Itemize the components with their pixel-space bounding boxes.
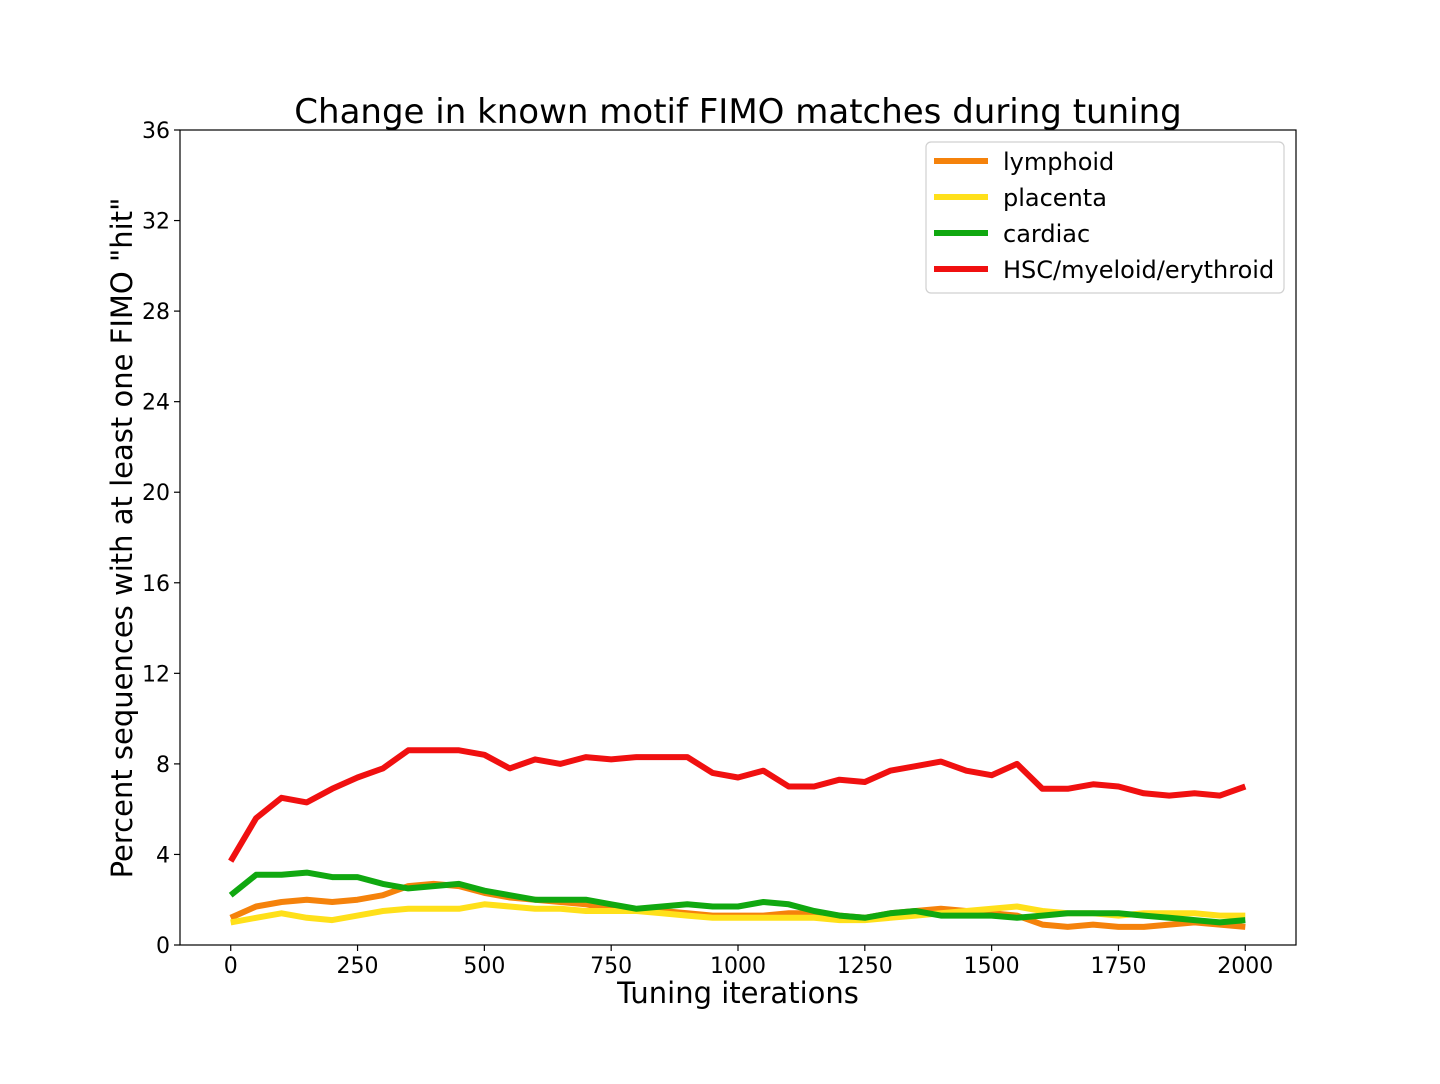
chart-title: Change in known motif FIMO matches durin… [294, 92, 1181, 132]
x-tick-label: 750 [590, 954, 632, 979]
y-tick-label: 4 [156, 843, 170, 868]
x-axis-ticks: 0 250 500 750 1000 1250 1500 1750 2000 [224, 945, 1273, 979]
legend-label-cardiac: cardiac [1003, 220, 1090, 248]
legend-box [925, 141, 1285, 294]
y-tick-label: 0 [156, 934, 170, 959]
y-tick-label: 20 [142, 481, 170, 506]
y-tick-label: 8 [156, 753, 170, 778]
x-axis-label: Tuning iterations [616, 976, 859, 1010]
legend-label-lymphoid: lymphoid [1003, 148, 1114, 176]
y-axis-ticks: 0 4 8 12 16 20 24 28 32 36 [142, 119, 180, 959]
y-tick-label: 12 [142, 662, 170, 687]
y-tick-label: 28 [142, 300, 170, 325]
series-layer [228, 747, 1247, 930]
legend-label-placenta: placenta [1003, 184, 1107, 212]
x-tick-label: 500 [463, 954, 505, 979]
x-tick-label: 1000 [710, 954, 766, 979]
legend-items: lymphoid placenta cardiac HSC/myeloid/eryth… [934, 148, 1274, 284]
x-tick-label: 1750 [1090, 954, 1146, 979]
y-tick-label: 24 [142, 391, 170, 416]
y-tick-label: 36 [142, 119, 170, 144]
y-tick-label: 32 [142, 210, 170, 235]
x-tick-label: 250 [337, 954, 379, 979]
x-tick-label: 0 [224, 954, 238, 979]
x-tick-label: 2000 [1217, 954, 1273, 979]
series-line-hsc-myeloid-erythroid [228, 747, 1247, 863]
y-tick-label: 16 [142, 572, 170, 597]
y-axis-label: Percent sequences with at least one FIMO… [105, 198, 139, 879]
x-tick-label: 1250 [837, 954, 893, 979]
legend: lymphoid placenta cardiac HSC/myeloid/eryth… [925, 141, 1285, 294]
legend-label-hsc-myeloid-erythroid: HSC/myeloid/erythroid [1003, 256, 1274, 284]
x-tick-label: 1500 [964, 954, 1020, 979]
series-line-cardiac [228, 869, 1246, 926]
